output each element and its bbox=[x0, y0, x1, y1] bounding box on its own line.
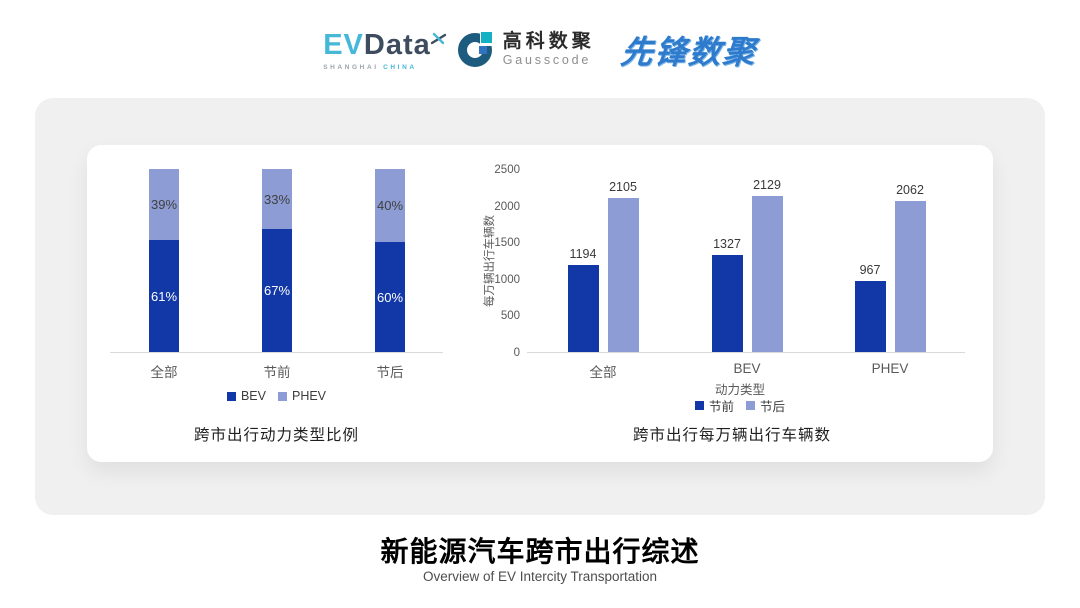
x-axis-label: 动力类型 bbox=[714, 383, 765, 397]
legend-item-bev: BEV bbox=[226, 389, 266, 403]
y-tick: 2500 bbox=[494, 164, 520, 176]
grouped-legend: 节前 节后 bbox=[521, 396, 959, 415]
evdata-wordmark: EV Data bbox=[323, 29, 446, 62]
legend-label-bev: BEV bbox=[240, 389, 266, 403]
legend-swatch-phev bbox=[277, 391, 287, 401]
bar-segment-phev: 33% bbox=[262, 169, 292, 230]
stacked-bar-plot: 39% 61% 33% 67% 40% 60% bbox=[110, 169, 443, 353]
bar-value-label: 1327 bbox=[713, 236, 741, 251]
evdata-logo: EV Data SHANGHAI CHINA bbox=[323, 29, 446, 71]
evdata-subtext: SHANGHAI CHINA bbox=[323, 64, 431, 71]
logo-header: EV Data SHANGHAI CHINA 高科数聚 Gausscode bbox=[0, 18, 1080, 82]
x-tick: 全部 bbox=[150, 365, 178, 380]
page-subtitle: Overview of EV Intercity Transportation bbox=[422, 569, 658, 584]
legend-item-pre-holiday: 节前 bbox=[694, 396, 734, 415]
x-tick: 节后 bbox=[376, 365, 404, 380]
y-tick: 1500 bbox=[494, 237, 520, 250]
grouped-bar bbox=[567, 264, 599, 352]
grouped-bar bbox=[854, 281, 886, 352]
evdata-shanghai-text: SHANGHAI bbox=[323, 64, 379, 71]
xianfeng-logo: 先锋数聚 bbox=[618, 34, 759, 70]
bar-value-label: 2062 bbox=[896, 183, 924, 198]
stacked-x-ticks: 全部 节前 节后 bbox=[110, 361, 443, 380]
x-tick: 节前 bbox=[263, 365, 291, 380]
evdata-data-text: Data bbox=[363, 29, 431, 61]
legend-swatch-bev bbox=[226, 391, 236, 401]
grouped-bar bbox=[711, 254, 743, 352]
y-tick: 0 bbox=[513, 347, 520, 359]
evdata-ev-text: EV bbox=[323, 29, 364, 61]
bar-value-label: 967 bbox=[859, 263, 881, 278]
evdata-china-text: CHINA bbox=[383, 64, 417, 71]
y-tick: 1000 bbox=[494, 273, 520, 286]
bar-segment-phev: 40% bbox=[375, 169, 405, 243]
legend-swatch-post-holiday bbox=[746, 401, 755, 410]
grouped-bar-plot: 1194 2105 1327 2129 967 2062 bbox=[527, 169, 965, 353]
bar-segment-bev: 67% bbox=[262, 229, 292, 352]
stacked-bar: 40% 60% bbox=[375, 169, 405, 352]
stacked-bar: 39% 61% bbox=[149, 169, 179, 352]
legend-label-pre-holiday: 节前 bbox=[708, 400, 734, 414]
bar-segment-phev: 39% bbox=[149, 169, 179, 241]
legend-label-post-holiday: 节后 bbox=[760, 400, 786, 414]
grouped-bar bbox=[751, 196, 783, 352]
bar-value-label: 1194 bbox=[569, 246, 597, 261]
x-tick: PHEV bbox=[871, 361, 909, 376]
y-axis-ticks: 0 500 1000 1500 2000 2500 bbox=[462, 164, 520, 359]
grouped-chart-title: 跨市出行每万辆出行车辆数 bbox=[632, 427, 831, 444]
legend-label-phev: PHEV bbox=[291, 389, 327, 403]
bar-segment-bev: 60% bbox=[375, 242, 405, 352]
bar-segment-bev: 61% bbox=[149, 240, 179, 352]
bar-value-label: 2129 bbox=[753, 178, 781, 193]
gausscode-g-icon bbox=[457, 30, 495, 70]
gausscode-cn-text: 高科数聚 bbox=[502, 31, 595, 53]
grouped-bar bbox=[607, 197, 639, 352]
legend-swatch-pre-holiday bbox=[694, 401, 704, 410]
chart-card bbox=[87, 145, 993, 462]
x-tick: 全部 bbox=[589, 365, 617, 380]
x-tick: BEV bbox=[733, 361, 761, 376]
page-title: 新能源汽车跨市出行综述 bbox=[380, 536, 700, 567]
grouped-bar bbox=[894, 201, 926, 352]
gausscode-en-text: Gausscode bbox=[502, 53, 592, 68]
gausscode-text: 高科数聚 Gausscode bbox=[502, 31, 595, 68]
grouped-x-ticks: 全部 BEV PHEV bbox=[527, 361, 965, 380]
gausscode-logo: 高科数聚 Gausscode bbox=[457, 30, 595, 70]
stacked-bar: 33% 67% bbox=[262, 169, 292, 352]
stacked-legend: BEV PHEV bbox=[110, 389, 443, 403]
bar-value-label: 2105 bbox=[609, 179, 637, 194]
legend-item-post-holiday: 节后 bbox=[746, 396, 785, 415]
y-tick: 500 bbox=[500, 310, 520, 323]
evdata-sparkle-icon bbox=[430, 22, 447, 55]
y-tick: 2000 bbox=[494, 200, 520, 213]
legend-item-phev: PHEV bbox=[277, 389, 327, 403]
stacked-chart-title: 跨市出行动力类型比例 bbox=[193, 427, 359, 444]
